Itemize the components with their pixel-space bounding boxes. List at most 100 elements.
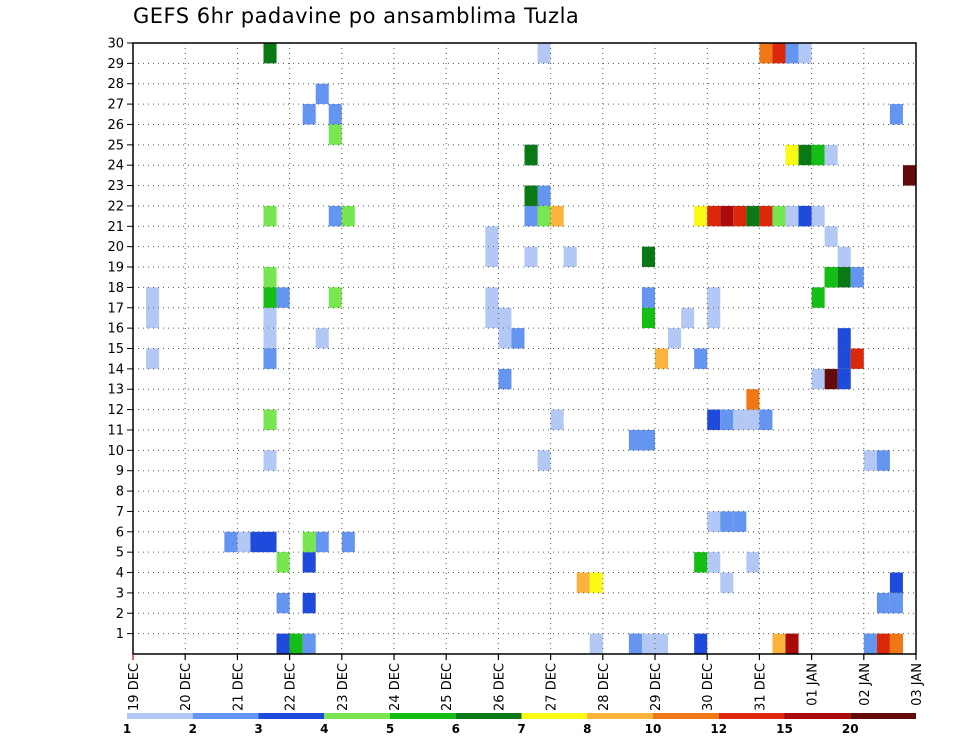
heatmap-cell	[524, 144, 538, 166]
y-tick-label: 25	[107, 138, 124, 153]
heatmap-cell	[733, 511, 747, 532]
heatmap-cell	[146, 287, 160, 308]
heatmap-cell	[146, 348, 160, 369]
legend-swatch	[784, 713, 851, 719]
y-tick-label: 27	[107, 98, 124, 113]
heatmap-cell	[681, 307, 695, 329]
x-tick-label: 31 DEC	[753, 663, 768, 711]
legend-label: 12	[710, 722, 727, 736]
legend-swatch	[850, 713, 916, 719]
heatmap-cell	[746, 205, 760, 227]
y-tick-label: 10	[107, 444, 124, 459]
heatmap-cell	[263, 450, 277, 471]
heatmap-cell	[811, 144, 825, 166]
heatmap-cell	[328, 205, 342, 227]
x-tick-label: 29 DEC	[649, 663, 664, 711]
x-tick-label: 27 DEC	[545, 663, 560, 711]
heatmap-cell	[733, 205, 747, 227]
heatmap-cell	[707, 307, 721, 329]
heatmap-cell	[707, 205, 721, 227]
heatmap-cell	[524, 185, 538, 206]
legend-swatch	[521, 713, 588, 719]
heatmap-cell	[824, 144, 838, 166]
heatmap-cell	[837, 348, 851, 369]
heatmap-cell	[889, 633, 903, 654]
heatmap-cell	[328, 287, 342, 308]
heatmap-cell	[498, 307, 512, 329]
heatmap-cell	[589, 633, 603, 654]
heatmap-cell	[263, 328, 277, 349]
y-tick-label: 17	[107, 301, 124, 316]
x-tick-label: 30 DEC	[701, 663, 716, 711]
heatmap-cell	[550, 409, 564, 430]
heatmap-cell	[785, 144, 799, 166]
heatmap-cell	[485, 246, 499, 268]
heatmap-cell	[876, 592, 890, 614]
heatmap-cell	[694, 552, 708, 573]
heatmap-cell	[785, 43, 799, 64]
heatmap-cell	[302, 104, 316, 125]
heatmap-cell	[889, 104, 903, 125]
heatmap-cell	[707, 552, 721, 573]
heatmap-cell	[250, 531, 264, 553]
heatmap-cell	[563, 246, 577, 268]
heatmap-cell	[720, 511, 734, 532]
heatmap-cell	[550, 205, 564, 227]
y-tick-label: 23	[107, 179, 124, 194]
legend-label: 5	[386, 722, 394, 736]
heatmap-cell	[302, 552, 316, 573]
grid-lines	[133, 43, 916, 654]
y-tick-label: 2	[116, 607, 124, 622]
y-tick-label: 26	[107, 118, 124, 133]
heatmap-cells	[146, 43, 916, 654]
heatmap-cell	[224, 531, 238, 553]
y-tick-label: 30	[107, 37, 124, 52]
y-tick-label: 3	[116, 586, 124, 601]
heatmap-cell	[837, 368, 851, 390]
y-tick-label: 28	[107, 77, 124, 92]
y-tick-label: 12	[107, 403, 124, 418]
x-tick-label: 22 DEC	[284, 663, 299, 711]
heatmap-cell	[537, 450, 551, 471]
heatmap-cell	[302, 633, 316, 654]
heatmap-cell	[720, 205, 734, 227]
chart-title: GEFS 6hr padavine po ansamblima Tuzla	[133, 4, 580, 28]
heatmap-cell	[641, 246, 655, 268]
heatmap-cell	[276, 592, 290, 614]
heatmap-cell	[276, 287, 290, 308]
heatmap-cell	[655, 348, 669, 369]
y-tick-label: 9	[116, 464, 124, 479]
legend-label: 7	[517, 722, 525, 736]
heatmap-cell	[263, 409, 277, 430]
y-tick-label: 1	[116, 627, 124, 642]
heatmap-cell	[694, 205, 708, 227]
heatmap-cell	[889, 592, 903, 614]
heatmap-cell	[328, 124, 342, 145]
x-axis: 19 DEC 20 DEC 21 DEC 22 DEC 23 DEC 24 DEC 25 D…	[127, 654, 925, 711]
y-tick-label: 19	[107, 261, 124, 276]
heatmap-cell	[876, 633, 890, 654]
heatmap-cell	[746, 409, 760, 430]
heatmap-cell	[641, 307, 655, 329]
heatmap-cell	[237, 531, 251, 553]
legend-label: 20	[842, 722, 859, 736]
x-tick-label: 24 DEC	[388, 663, 403, 711]
heatmap-cell	[889, 572, 903, 593]
heatmap-cell	[524, 205, 538, 227]
heatmap-cell	[798, 43, 812, 64]
legend-label: 3	[254, 722, 262, 736]
heatmap-cell	[772, 43, 786, 64]
heatmap-cell	[263, 348, 277, 369]
y-tick-label: 24	[107, 159, 124, 174]
heatmap-cell	[263, 287, 277, 308]
heatmap-cell	[263, 531, 277, 553]
heatmap-cell	[315, 531, 329, 553]
heatmap-cell	[524, 246, 538, 268]
legend-swatch	[258, 713, 325, 719]
heatmap-cell	[485, 307, 499, 329]
heatmap-cell	[276, 633, 290, 654]
heatmap-cell	[289, 633, 303, 654]
y-tick-label: 16	[107, 322, 124, 337]
y-tick-label: 4	[116, 566, 124, 581]
